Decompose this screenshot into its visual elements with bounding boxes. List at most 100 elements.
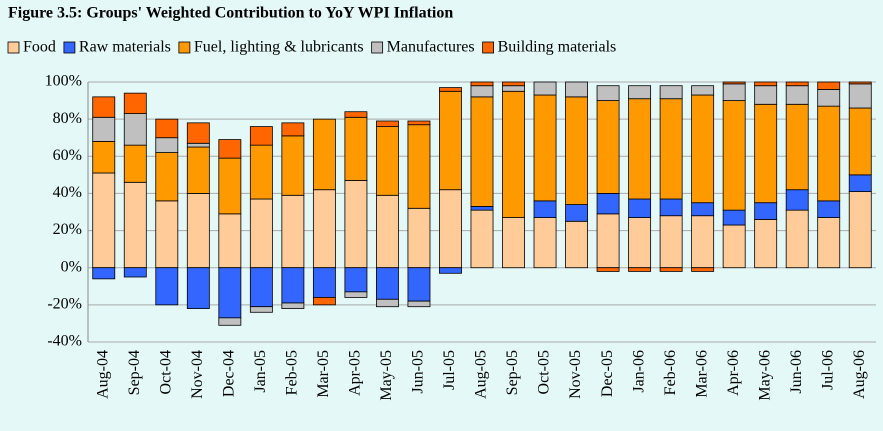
bar (596, 213, 620, 269)
bar (123, 181, 147, 269)
bar (376, 120, 399, 127)
bar (596, 100, 620, 194)
bar (249, 306, 273, 313)
bar (344, 267, 368, 293)
bar (281, 122, 305, 137)
bar (848, 174, 872, 192)
bar (596, 193, 620, 215)
bar (92, 141, 116, 174)
bar (92, 267, 116, 280)
x-tick-label: Mar-06 (693, 350, 710, 398)
bar (691, 267, 715, 272)
x-tick-label: Nov-04 (189, 350, 206, 399)
bar (659, 198, 683, 217)
bar (817, 217, 841, 269)
x-tick-label: Oct-05 (536, 350, 553, 394)
bar (817, 81, 841, 90)
bar (722, 224, 746, 269)
bar (659, 267, 683, 272)
legend-swatch (63, 41, 76, 54)
bar (565, 81, 588, 98)
bar (502, 85, 525, 92)
bar (502, 90, 525, 218)
bar (785, 103, 809, 191)
bar (249, 144, 273, 200)
bar (722, 100, 746, 211)
x-tick-label: Feb-05 (284, 350, 301, 395)
bar (123, 113, 147, 146)
bar (186, 146, 210, 194)
bar (186, 122, 210, 144)
bar (785, 189, 809, 211)
x-tick-label: Aug-06 (851, 350, 868, 399)
bar (754, 219, 778, 269)
bar (407, 207, 431, 269)
bar (817, 89, 841, 107)
x-tick-label: Oct-04 (157, 350, 174, 394)
x-tick-label: Feb-06 (662, 350, 679, 395)
x-tick-label: Jul-05 (441, 350, 458, 390)
bar (565, 96, 588, 205)
bar (249, 198, 273, 269)
bar (691, 85, 715, 96)
bar (848, 83, 872, 109)
bar (565, 204, 588, 222)
bar (533, 81, 557, 96)
bar (596, 85, 620, 101)
bar (628, 198, 652, 218)
bar (659, 98, 683, 200)
bar (186, 142, 210, 148)
bar (691, 94, 715, 204)
bar (533, 94, 557, 202)
x-tick-label: Sep-04 (126, 350, 143, 395)
bar (470, 85, 494, 98)
bar (312, 189, 336, 269)
x-tick-label: Jul-06 (819, 350, 836, 390)
bar (123, 92, 147, 114)
bar (722, 209, 746, 226)
x-tick-label: Aug-04 (94, 350, 111, 399)
bar (344, 291, 368, 298)
bar (470, 96, 494, 207)
bar (312, 118, 336, 191)
x-tick-label: Apr-06 (725, 350, 742, 396)
legend-swatch (7, 41, 20, 54)
x-tick-label: Mar-05 (315, 350, 332, 398)
bar (754, 202, 778, 220)
bar (785, 81, 809, 87)
bar (123, 144, 147, 183)
legend-swatch (482, 41, 495, 54)
bar (754, 85, 778, 105)
bar (628, 98, 652, 200)
bar (344, 180, 368, 269)
x-tick-label: Nov-05 (567, 350, 584, 399)
y-tick-label: 60% (53, 147, 82, 164)
bar (502, 217, 525, 269)
bar (848, 107, 872, 176)
legend-label: Raw materials (79, 39, 171, 56)
legend-label: Food (23, 39, 56, 56)
bar (155, 152, 179, 202)
bar (470, 81, 494, 87)
bar (848, 191, 872, 269)
bar (376, 298, 399, 308)
bar (407, 267, 431, 302)
bar (439, 189, 462, 269)
bar (565, 220, 588, 269)
legend-swatch (371, 41, 384, 54)
bar (92, 96, 116, 118)
bar (281, 267, 305, 304)
bar (155, 200, 179, 269)
bar (691, 215, 715, 269)
bar (218, 317, 242, 326)
x-tick-label: May-06 (756, 350, 773, 401)
legend-label: Building materials (498, 39, 617, 56)
bar (817, 200, 841, 218)
bar (123, 267, 147, 278)
bar (218, 157, 242, 215)
bar (155, 118, 179, 139)
bar (376, 126, 399, 196)
y-tick-label: -40% (47, 333, 82, 350)
bar (249, 267, 273, 308)
